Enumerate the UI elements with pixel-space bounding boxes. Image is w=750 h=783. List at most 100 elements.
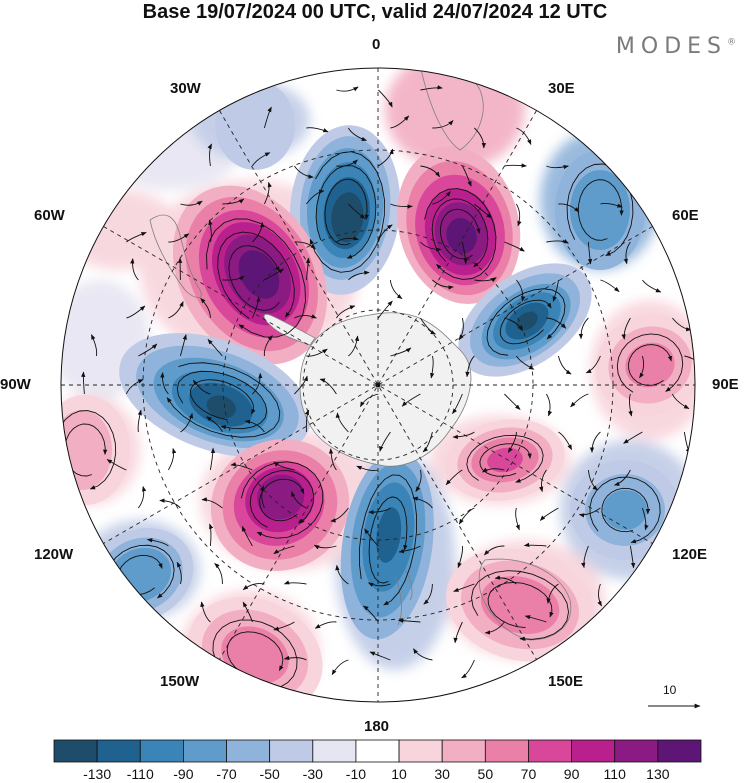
streamline — [589, 431, 601, 453]
streamline — [180, 412, 194, 433]
streamline — [259, 478, 305, 522]
colorbar-bin — [657, 739, 702, 763]
streamline — [208, 219, 213, 243]
streamline — [577, 179, 624, 241]
streamline — [466, 434, 544, 483]
streamline — [623, 431, 643, 444]
streamline — [294, 241, 316, 250]
streamline — [465, 355, 475, 378]
streamline — [516, 127, 532, 146]
colorbar-tick-label: 90 — [563, 766, 580, 782]
streamline — [621, 317, 631, 340]
streamline — [283, 580, 307, 585]
streamline — [217, 231, 295, 319]
streamline — [623, 241, 631, 265]
streamline — [601, 487, 651, 533]
streamline — [335, 564, 349, 585]
colorbar-tick-label: 130 — [646, 766, 670, 782]
streamline — [587, 241, 593, 265]
streamline — [398, 545, 421, 554]
streamline — [379, 431, 391, 452]
colorbar-bin — [96, 739, 141, 763]
colorbar-tick-label: -50 — [259, 766, 280, 782]
streamline — [228, 245, 280, 311]
modes-logo: MODES® — [615, 34, 736, 59]
streamline — [226, 631, 284, 679]
streamline — [546, 239, 569, 244]
streamline — [259, 485, 265, 509]
streamline — [462, 165, 472, 187]
streamline — [309, 151, 385, 273]
colorbar-bin — [53, 739, 98, 763]
streamline — [546, 393, 553, 417]
streamline — [415, 469, 422, 492]
streamline — [539, 507, 559, 521]
streamline — [368, 496, 408, 584]
streamline — [507, 431, 517, 453]
streamline — [168, 233, 190, 243]
streamline — [106, 459, 127, 471]
streamline — [200, 297, 211, 319]
streamline — [389, 279, 403, 300]
streamline — [264, 268, 284, 281]
streamline — [453, 583, 475, 592]
streamline — [348, 203, 366, 219]
streamline — [484, 621, 505, 635]
streamline — [474, 203, 492, 219]
streamline — [453, 621, 463, 644]
streamline — [176, 370, 268, 430]
streamline — [146, 538, 169, 547]
streamline — [360, 393, 379, 408]
streamline — [273, 461, 295, 471]
colorbar-bin — [355, 739, 400, 763]
colorbar-tick-label: -70 — [216, 766, 237, 782]
streamline — [137, 409, 142, 433]
colorbar-tick-label: -10 — [345, 766, 367, 782]
label-lon-60w: 60W — [34, 207, 65, 224]
streamline — [90, 334, 98, 357]
streamline — [273, 545, 295, 555]
antarctic-peninsula — [263, 313, 316, 346]
streamline — [504, 163, 527, 168]
streamline — [397, 618, 421, 623]
streamline — [390, 115, 410, 129]
streamline — [420, 241, 442, 252]
streamline — [356, 465, 379, 471]
streamline — [336, 236, 359, 243]
south-pole-marker — [375, 382, 381, 388]
streamline — [474, 277, 497, 282]
streamline — [458, 507, 475, 525]
streamline — [348, 270, 370, 281]
streamline — [378, 148, 394, 167]
colorbar-bin — [312, 739, 357, 763]
streamline — [516, 355, 535, 370]
streamline — [401, 393, 421, 407]
streamline — [176, 561, 182, 585]
colorbar-bin — [139, 739, 184, 763]
streamline — [504, 317, 523, 332]
streamline — [207, 143, 213, 167]
streamline — [242, 601, 253, 623]
streamline — [166, 362, 281, 438]
streamline — [209, 447, 216, 471]
streamline — [539, 469, 547, 493]
streamline — [200, 601, 211, 623]
label-lon-30w: 30W — [170, 80, 201, 97]
streamline — [263, 106, 272, 129]
streamline — [209, 523, 214, 547]
streamline — [160, 372, 169, 395]
colorbar-tick-label: -90 — [173, 766, 194, 782]
streamline — [249, 470, 315, 528]
colorbar-bin — [614, 739, 659, 763]
streamline — [457, 545, 463, 569]
streamline — [294, 314, 317, 319]
meridian-lines — [61, 68, 695, 702]
label-lon-150w: 150W — [160, 673, 200, 690]
label-lon-0: 0 — [372, 36, 381, 53]
streamline — [486, 288, 566, 356]
streamline — [206, 218, 306, 338]
streamline — [336, 305, 356, 319]
streamline — [516, 203, 522, 227]
label-lon-120w: 120W — [34, 546, 74, 563]
streamline — [504, 241, 525, 252]
